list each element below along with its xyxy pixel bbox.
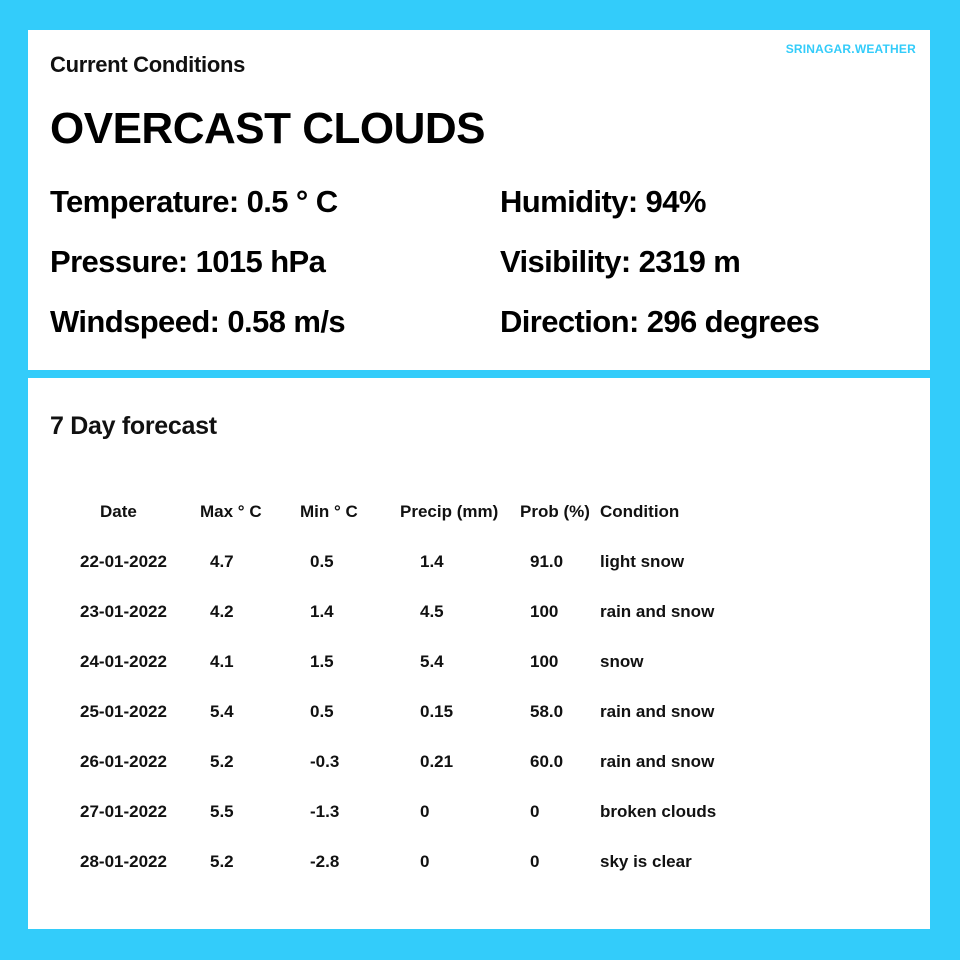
- header-min: Min ° C: [300, 502, 358, 521]
- header-prob: Prob (%): [520, 502, 590, 521]
- table-row: 26-01-2022 5.2 -0.3 0.21 60.0 rain and s…: [28, 752, 930, 802]
- header-date: Date: [100, 502, 137, 521]
- cell-max: 5.2: [210, 852, 234, 871]
- table-row: 25-01-2022 5.4 0.5 0.15 58.0 rain and sn…: [28, 702, 930, 752]
- forecast-title: 7 Day forecast: [50, 412, 217, 440]
- cell-precip: 0.15: [420, 702, 454, 721]
- table-row: 22-01-2022 4.7 0.5 1.4 91.0 light snow: [28, 552, 930, 602]
- cell-prob: 0: [530, 852, 540, 871]
- cell-max: 5.5: [210, 802, 234, 821]
- current-conditions-card: SRINAGAR.WEATHER Current Conditions OVER…: [28, 30, 930, 370]
- cell-max: 5.2: [210, 752, 234, 771]
- table-row: 24-01-2022 4.1 1.5 5.4 100 snow: [28, 652, 930, 702]
- table-row: 27-01-2022 5.5 -1.3 0 0 broken clouds: [28, 802, 930, 852]
- cell-min: 0.5: [310, 552, 334, 571]
- cell-prob: 91.0: [530, 552, 564, 571]
- header-precip: Precip (mm): [400, 502, 499, 521]
- pressure-stat: Pressure: 1015 hPa: [50, 244, 326, 279]
- cell-max: 4.1: [210, 652, 234, 671]
- cell-date: 24-01-2022: [80, 652, 167, 671]
- cell-condition: snow: [600, 652, 644, 671]
- header-max: Max ° C: [200, 502, 262, 521]
- temperature-stat: Temperature: 0.5 ° C: [50, 184, 338, 219]
- visibility-stat: Visibility: 2319 m: [500, 244, 741, 279]
- cell-precip: 0: [420, 802, 430, 821]
- windspeed-stat: Windspeed: 0.58 m/s: [50, 304, 346, 339]
- table-row: 28-01-2022 5.2 -2.8 0 0 sky is clear: [28, 852, 930, 902]
- forecast-table: Date Max ° C Min ° C Precip (mm) Prob (%…: [28, 498, 930, 898]
- current-conditions-title: Current Conditions: [50, 52, 246, 77]
- cell-min: 1.4: [310, 602, 334, 621]
- cell-condition: rain and snow: [600, 702, 715, 721]
- cell-date: 26-01-2022: [80, 752, 167, 771]
- cell-condition: rain and snow: [600, 752, 715, 771]
- cell-max: 4.7: [210, 552, 234, 571]
- header-condition: Condition: [600, 502, 680, 521]
- cell-condition: light snow: [600, 552, 685, 571]
- cell-condition: broken clouds: [600, 802, 717, 821]
- cell-min: -0.3: [310, 752, 340, 771]
- cell-prob: 100: [530, 652, 559, 671]
- cell-date: 23-01-2022: [80, 602, 167, 621]
- direction-stat: Direction: 296 degrees: [500, 304, 820, 339]
- table-row: 23-01-2022 4.2 1.4 4.5 100 rain and snow: [28, 602, 930, 652]
- cell-condition: sky is clear: [600, 852, 692, 871]
- cell-precip: 4.5: [420, 602, 444, 621]
- cell-precip: 0: [420, 852, 430, 871]
- cell-precip: 5.4: [420, 652, 444, 671]
- cell-condition: rain and snow: [600, 602, 715, 621]
- cell-min: -1.3: [310, 802, 340, 821]
- cell-precip: 1.4: [420, 552, 444, 571]
- cell-date: 25-01-2022: [80, 702, 167, 721]
- cell-date: 22-01-2022: [80, 552, 167, 571]
- cell-max: 5.4: [210, 702, 234, 721]
- cell-prob: 0: [530, 802, 540, 821]
- cell-max: 4.2: [210, 602, 234, 621]
- table-header-row: Date Max ° C Min ° C Precip (mm) Prob (%…: [28, 498, 930, 548]
- cell-prob: 58.0: [530, 702, 564, 721]
- cell-min: 1.5: [310, 652, 334, 671]
- condition-headline: OVERCAST CLOUDS: [50, 104, 485, 153]
- brand-label: SRINAGAR.WEATHER: [785, 42, 916, 56]
- cell-prob: 100: [530, 602, 559, 621]
- cell-min: -2.8: [310, 852, 340, 871]
- cell-date: 27-01-2022: [80, 802, 167, 821]
- cell-prob: 60.0: [530, 752, 564, 771]
- humidity-stat: Humidity: 94%: [500, 184, 706, 219]
- cell-precip: 0.21: [420, 752, 454, 771]
- cell-date: 28-01-2022: [80, 852, 167, 871]
- cell-min: 0.5: [310, 702, 334, 721]
- forecast-card: 7 Day forecast Date Max ° C Min ° C Prec…: [28, 378, 930, 929]
